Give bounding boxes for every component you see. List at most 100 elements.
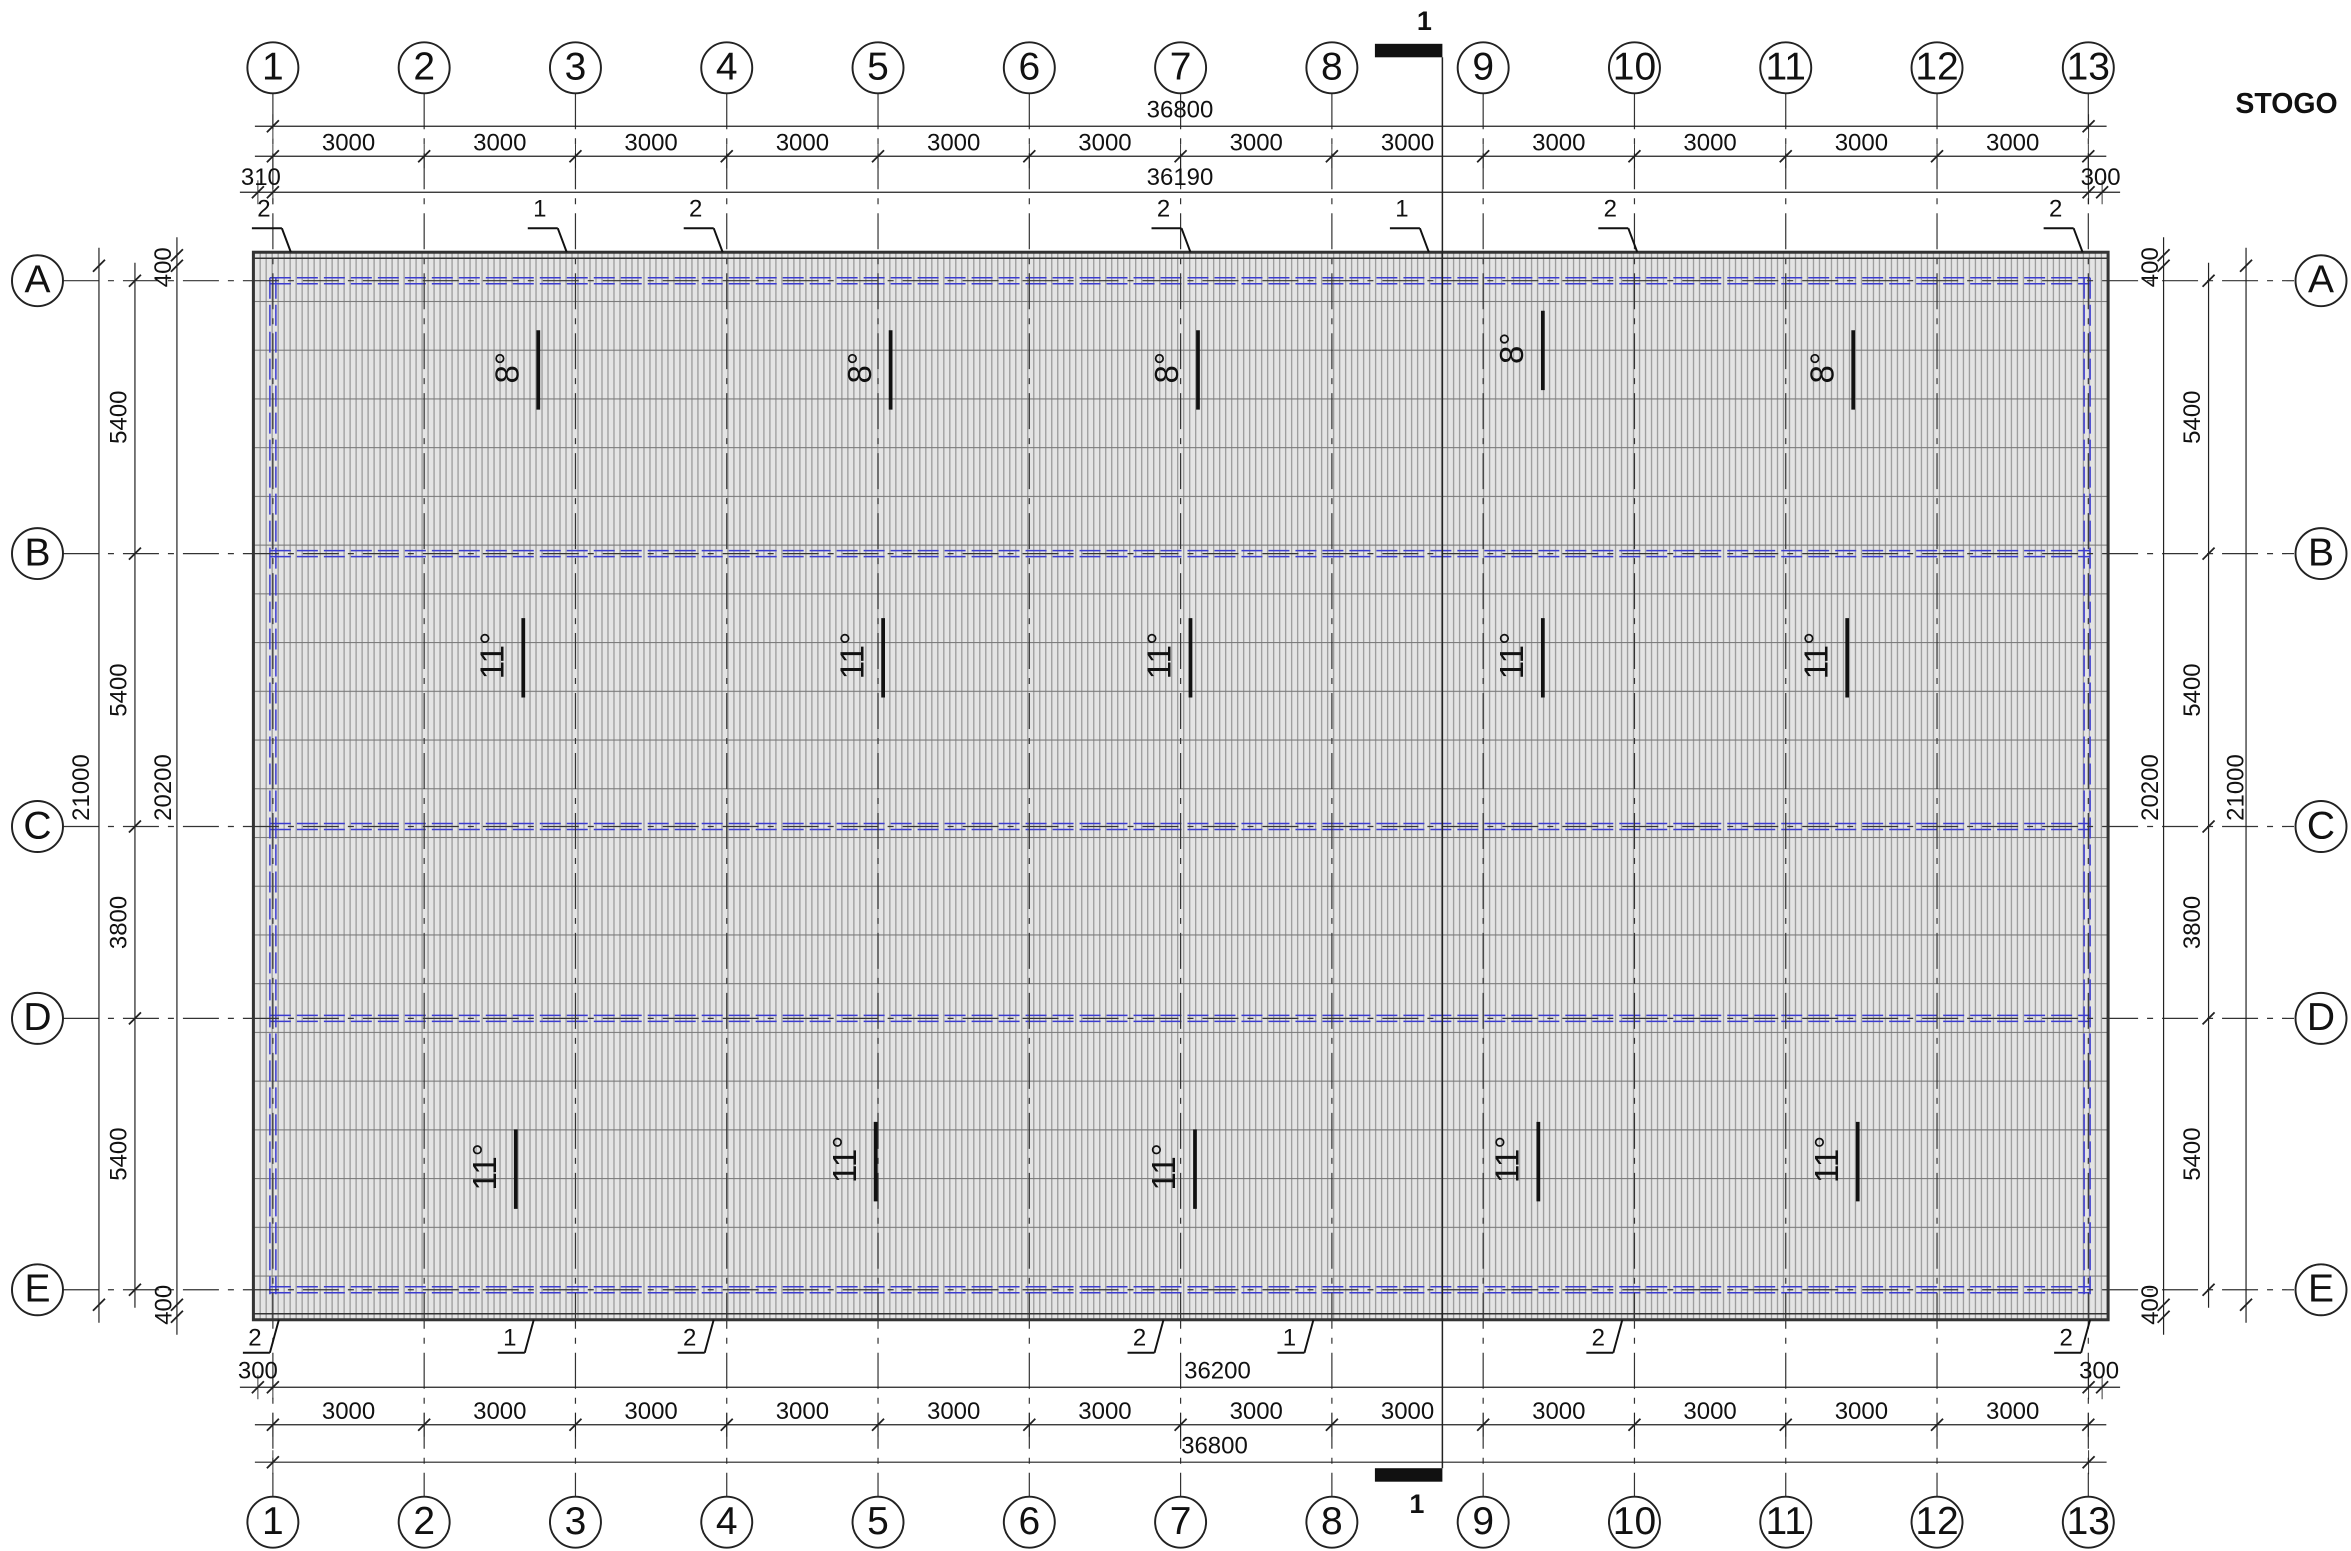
label: 36190 bbox=[1147, 164, 1214, 191]
dim-tick bbox=[2156, 259, 2171, 273]
dim-tick bbox=[2156, 248, 2171, 262]
label: 10 bbox=[1613, 1500, 1656, 1543]
axis-bubble bbox=[11, 527, 64, 581]
label: 3000 bbox=[1683, 130, 1736, 157]
dim-tick bbox=[2201, 274, 2216, 288]
leader bbox=[2080, 1319, 2092, 1354]
label: 7 bbox=[1170, 1500, 1192, 1543]
label: 5400 bbox=[105, 390, 132, 443]
label: 300 bbox=[2079, 1358, 2119, 1385]
label: 3000 bbox=[624, 130, 677, 157]
axis-bubble bbox=[2294, 991, 2348, 1045]
label: 13 bbox=[2067, 1500, 2110, 1543]
label: A bbox=[2308, 259, 2334, 302]
label: 1 bbox=[1409, 1489, 1424, 1519]
label: 5400 bbox=[2179, 390, 2206, 443]
label: 2 bbox=[689, 196, 702, 223]
label: 6 bbox=[1018, 46, 1040, 89]
label: 3000 bbox=[927, 130, 980, 157]
axis-bubble bbox=[548, 1495, 602, 1549]
label: 11 bbox=[1766, 46, 1806, 89]
label: 11° bbox=[1493, 632, 1530, 679]
axis-bubble bbox=[1607, 41, 1661, 95]
label: 3000 bbox=[1532, 1398, 1585, 1425]
label: 21000 bbox=[68, 754, 95, 821]
label: 310 bbox=[241, 164, 281, 191]
label: 11° bbox=[1797, 632, 1834, 679]
label: 3000 bbox=[927, 1398, 980, 1425]
label: D bbox=[2307, 996, 2335, 1039]
label: 11° bbox=[826, 1136, 863, 1183]
label: 8 bbox=[1321, 46, 1343, 89]
label: 8° bbox=[1493, 332, 1530, 364]
axis-bubble bbox=[2294, 527, 2348, 581]
leader bbox=[2072, 227, 2084, 253]
leader bbox=[280, 227, 292, 253]
label: 3000 bbox=[776, 1398, 829, 1425]
label: 5 bbox=[867, 46, 889, 89]
label: 3000 bbox=[1230, 130, 1283, 157]
axis-bubble bbox=[397, 41, 451, 95]
leader bbox=[1627, 227, 1639, 253]
dim-tick bbox=[128, 274, 142, 288]
label: 9 bbox=[1472, 1500, 1494, 1543]
label: 3000 bbox=[322, 1398, 375, 1425]
label: 8° bbox=[1148, 352, 1185, 384]
label: 400 bbox=[150, 1285, 177, 1325]
axis-bubble bbox=[2294, 1263, 2348, 1317]
label: 2 bbox=[2059, 1325, 2072, 1352]
axis-bubble bbox=[246, 41, 300, 95]
axis-bubble bbox=[2061, 41, 2115, 95]
label: 3000 bbox=[1683, 1398, 1736, 1425]
dim-tick bbox=[2201, 1283, 2216, 1297]
section-mark bbox=[1374, 43, 1443, 58]
dim-tick bbox=[128, 1011, 142, 1026]
label: 3 bbox=[565, 1500, 587, 1543]
leader bbox=[556, 227, 568, 253]
label: 2 bbox=[257, 196, 270, 223]
label: 3000 bbox=[1078, 1398, 1131, 1425]
dim-tick bbox=[2156, 1310, 2171, 1324]
label: 11° bbox=[1808, 1136, 1845, 1183]
label: 5400 bbox=[2179, 663, 2206, 716]
label: 2 bbox=[413, 1500, 435, 1543]
label: 20200 bbox=[2137, 754, 2164, 821]
label: D bbox=[23, 996, 51, 1039]
label: E bbox=[24, 1268, 50, 1311]
leader bbox=[703, 1319, 715, 1354]
label: 3 bbox=[565, 46, 587, 89]
label: 8 bbox=[1321, 1500, 1343, 1543]
label: 2 bbox=[2049, 196, 2062, 223]
dim-tick bbox=[128, 819, 142, 834]
label: 11° bbox=[466, 1143, 503, 1190]
label: 13 bbox=[2067, 46, 2110, 89]
label: 400 bbox=[2137, 247, 2164, 287]
axis-bubble bbox=[2294, 254, 2348, 308]
label: A bbox=[24, 259, 50, 302]
axis-bubble bbox=[11, 254, 64, 308]
label: 1 bbox=[533, 196, 546, 223]
axis-bubble bbox=[1002, 41, 1056, 95]
label: 1 bbox=[1417, 6, 1432, 36]
axis-bubble bbox=[1910, 1495, 1964, 1549]
label: 2 bbox=[1133, 1325, 1146, 1352]
label: 3000 bbox=[1381, 1398, 1434, 1425]
label: 300 bbox=[238, 1358, 278, 1385]
axis-bubble bbox=[1002, 1495, 1056, 1549]
label: 3000 bbox=[1835, 130, 1888, 157]
axis-bubble bbox=[11, 1263, 64, 1317]
leader bbox=[1418, 227, 1430, 253]
leader bbox=[268, 1319, 280, 1354]
axis-bubble bbox=[1456, 41, 1510, 95]
label: 1 bbox=[1283, 1325, 1296, 1352]
label: 300 bbox=[2081, 164, 2121, 191]
label: 3000 bbox=[1986, 130, 2039, 157]
axis-bubble bbox=[851, 41, 905, 95]
label: 1 bbox=[503, 1325, 516, 1352]
label: 5400 bbox=[2179, 1127, 2206, 1180]
leader bbox=[1180, 227, 1192, 253]
label: 3000 bbox=[1532, 130, 1585, 157]
label: 2 bbox=[683, 1325, 696, 1352]
dim-tick bbox=[170, 1298, 184, 1312]
